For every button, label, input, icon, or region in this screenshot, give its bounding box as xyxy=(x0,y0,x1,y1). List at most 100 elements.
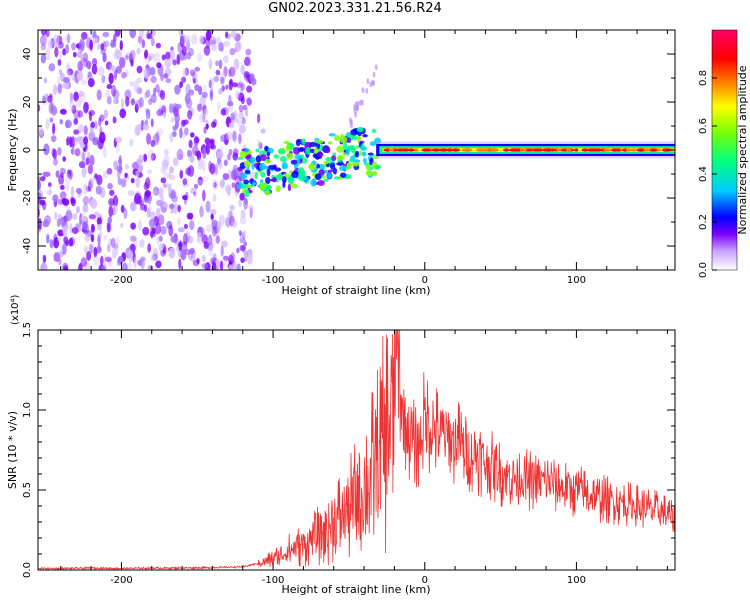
heatmap-cell xyxy=(80,257,88,267)
heatmap-cell xyxy=(208,79,212,89)
heatmap-cell xyxy=(149,195,153,201)
heatmap-cell xyxy=(63,266,69,270)
heatmap-cell xyxy=(360,146,368,151)
heatmap-cell xyxy=(149,66,156,76)
heatmap-cell xyxy=(80,57,85,63)
heatmap-cell xyxy=(214,163,219,175)
heatmap-cell xyxy=(221,85,225,92)
heatmap-cell xyxy=(603,148,612,152)
heatmap-cell xyxy=(77,110,84,118)
heatmap-cell xyxy=(69,99,75,112)
heatmap-cell xyxy=(98,117,102,127)
heatmap-cell xyxy=(188,47,194,57)
heatmap-cell xyxy=(271,176,277,183)
heatmap-cell xyxy=(290,183,298,189)
heatmap-cell xyxy=(90,121,95,129)
heatmap-cell xyxy=(121,97,125,110)
heatmap-cell xyxy=(232,130,237,141)
heatmap-cell xyxy=(52,84,58,96)
heatmap-cell xyxy=(145,107,149,115)
heatmap-cell xyxy=(112,89,120,100)
heatmap-cell xyxy=(62,156,67,162)
heatmap-cell xyxy=(49,117,54,123)
heatmap-cell xyxy=(80,79,87,86)
heatmap-cell xyxy=(210,121,217,128)
heatmap-cell xyxy=(264,189,271,196)
heatmap-cell xyxy=(38,104,41,112)
heatmap-cell xyxy=(388,148,395,152)
heatmap-cell xyxy=(43,143,50,156)
heatmap-cell xyxy=(177,204,181,213)
heatmap-cell xyxy=(75,98,83,108)
heatmap-cell xyxy=(231,220,238,228)
heatmap-cell xyxy=(189,69,195,77)
heatmap-cell xyxy=(225,131,233,141)
heatmap-cell xyxy=(290,159,299,165)
heatmap-cell xyxy=(83,245,89,254)
x-tick-label: 100 xyxy=(567,575,586,586)
heatmap-cell xyxy=(316,163,321,169)
heatmap-cell xyxy=(155,199,163,207)
heatmap-cell xyxy=(90,223,95,233)
heatmap-cell xyxy=(87,152,91,159)
heatmap-cell xyxy=(125,54,129,61)
heatmap-cell xyxy=(229,78,233,85)
heatmap-cell xyxy=(83,57,88,68)
snr-panel: -200 -100 0 100 0.0 0.5 1.0 1.5 Height of stra… xyxy=(6,294,676,596)
heatmap-cell xyxy=(247,253,253,265)
heatmap-cell xyxy=(249,73,255,83)
heatmap-cell xyxy=(75,187,83,195)
heatmap-cell xyxy=(106,221,111,233)
heatmap-cell xyxy=(342,152,347,157)
heatmap-cell xyxy=(318,163,326,171)
heatmap-cell xyxy=(103,109,109,119)
heatmap-cell xyxy=(201,159,206,172)
heatmap-cell xyxy=(108,205,113,218)
heatmap-cell xyxy=(371,128,377,134)
heatmap-cell xyxy=(205,224,213,233)
heatmap-cell xyxy=(162,112,167,119)
heatmap-cell xyxy=(137,219,143,232)
heatmap-cell xyxy=(228,66,236,77)
heatmap-cell xyxy=(648,148,658,152)
heatmap-cell xyxy=(105,61,113,71)
heatmap-cell xyxy=(58,69,63,75)
heatmap-cell xyxy=(163,73,169,79)
heatmap-cell xyxy=(223,258,228,269)
heatmap-cell xyxy=(212,253,217,261)
heatmap-cell xyxy=(190,254,196,263)
heatmap-cell xyxy=(211,261,217,270)
heatmap-cell xyxy=(181,45,187,56)
heatmap-cell xyxy=(64,34,72,42)
heatmap-cell xyxy=(233,58,240,71)
heatmap-cell xyxy=(104,120,109,126)
heatmap-cell xyxy=(265,176,271,185)
heatmap-cell xyxy=(238,198,242,208)
heatmap-cell xyxy=(71,226,79,235)
heatmap-cell xyxy=(219,260,224,270)
heatmap-cell xyxy=(323,178,329,182)
heatmap-cell xyxy=(257,138,261,149)
heatmap-cell xyxy=(145,89,151,98)
colorbar-label: Normalized spectral amplitude xyxy=(736,65,749,234)
heatmap-cell xyxy=(308,163,315,170)
heatmap-cell xyxy=(121,262,128,270)
heatmap-cell xyxy=(109,189,115,196)
heatmap-cell xyxy=(65,43,70,55)
heatmap-cell xyxy=(239,150,247,158)
heatmap-cell xyxy=(286,152,294,160)
heatmap-cell xyxy=(164,58,172,69)
heatmap-cell xyxy=(134,193,141,205)
heatmap-cell xyxy=(143,181,149,191)
heatmap-cell xyxy=(245,155,251,160)
heatmap-cell xyxy=(240,30,244,39)
heatmap-cell xyxy=(120,204,125,213)
heatmap-cell xyxy=(259,162,266,171)
heatmap-cell xyxy=(53,34,60,47)
heatmap-cell xyxy=(146,207,151,219)
heatmap-cell xyxy=(165,51,171,60)
heatmap-cell xyxy=(82,195,90,205)
heatmap-cell xyxy=(67,70,72,80)
heatmap-cell xyxy=(196,232,202,244)
heatmap-cell xyxy=(179,127,183,139)
